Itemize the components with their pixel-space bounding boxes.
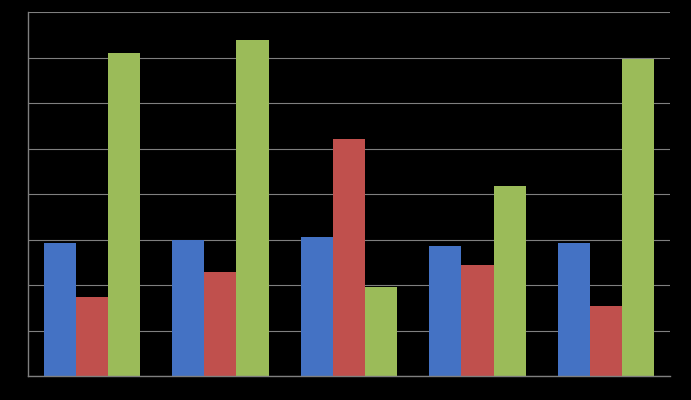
Bar bbox=[462, 265, 493, 376]
Bar bbox=[44, 243, 76, 376]
Bar bbox=[236, 40, 269, 376]
Bar bbox=[172, 240, 205, 376]
Bar bbox=[622, 60, 654, 376]
Bar bbox=[76, 297, 108, 376]
Bar bbox=[205, 272, 236, 376]
Bar bbox=[365, 287, 397, 376]
Bar bbox=[429, 246, 462, 376]
Bar bbox=[333, 139, 365, 376]
Bar bbox=[493, 186, 526, 376]
Bar bbox=[301, 237, 333, 376]
Bar bbox=[558, 243, 590, 376]
Bar bbox=[590, 306, 622, 376]
Bar bbox=[108, 53, 140, 376]
